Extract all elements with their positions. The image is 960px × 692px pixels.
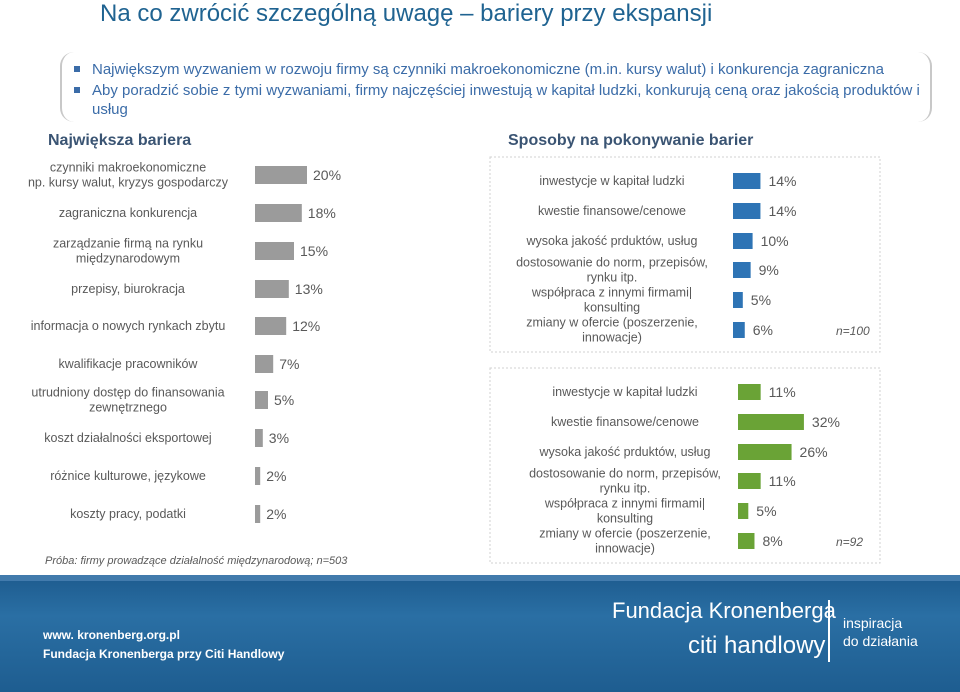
right-chart1-frame xyxy=(489,156,881,353)
value-label: 14% xyxy=(768,173,796,189)
value-label: 32% xyxy=(812,414,840,430)
category-label: przepisy, biurokracja xyxy=(71,282,185,296)
value-label: 15% xyxy=(300,243,328,259)
bar xyxy=(738,414,804,430)
bar xyxy=(738,384,761,400)
bullet-item: Największym wyzwaniem w rozwoju firmy są… xyxy=(74,60,884,79)
page-title: Na co zwrócić szczególną uwagę – bariery… xyxy=(100,0,713,27)
value-label: 5% xyxy=(274,392,294,408)
bullet-square-icon xyxy=(74,87,80,93)
category-label: zagraniczna konkurencja xyxy=(59,206,197,220)
category-label: wysoka jakość prduktów, usług xyxy=(526,234,698,248)
right-bar-chart-top: inwestycje w kapitał ludzki 14% kwestie fi… xyxy=(516,173,870,345)
category-label: koszt działalności eksportowej xyxy=(44,431,211,445)
bar xyxy=(733,322,745,338)
summary-box: Największym wyzwaniem w rozwoju firmy są… xyxy=(60,52,932,122)
slogan-line1: inspiracja xyxy=(843,615,903,631)
footer-website-link[interactable]: www. kronenberg.org.pl xyxy=(43,628,180,642)
footer-slogan: inspiracja do działania xyxy=(843,614,918,650)
category-label: współpraca z innymi firmami| konsulting xyxy=(531,286,692,315)
category-label: inwestycje w kapitał ludzki xyxy=(552,385,697,399)
footer-org-name: Fundacja Kronenberga xyxy=(612,598,836,623)
category-label: kwestie finansowe/cenowe xyxy=(551,415,699,429)
bullet-square-icon xyxy=(74,66,80,72)
bar xyxy=(255,280,289,298)
right-section-title: Sposoby na pokonywanie barier xyxy=(508,132,754,149)
category-label: wysoka jakość prduktów, usług xyxy=(539,445,711,459)
category-label: kwestie finansowe/cenowe xyxy=(538,204,686,218)
footer-stripe xyxy=(0,575,960,581)
slogan-line2: do działania xyxy=(843,633,918,649)
bullet-item: Aby poradzić sobie z tymi wyzwaniami, fi… xyxy=(74,81,924,119)
value-label: 10% xyxy=(761,233,789,249)
category-label: dostosowanie do norm, przepisów, rynku it… xyxy=(516,256,708,285)
bar xyxy=(255,467,261,485)
footer-banner xyxy=(0,575,960,692)
category-label: różnice kulturowe, językowe xyxy=(50,469,206,483)
value-label: 9% xyxy=(759,262,779,278)
value-label: 11% xyxy=(769,384,796,400)
category-label: zmiany w ofercie (poszerzenie, innowacje) xyxy=(526,316,698,345)
value-label: 8% xyxy=(762,533,782,549)
value-label: 12% xyxy=(292,318,320,334)
category-label: utrudniony dostęp do finansowania zewnętr… xyxy=(31,386,224,415)
category-label: zmiany w ofercie (poszerzenie, innowacje) xyxy=(539,527,711,556)
bar xyxy=(255,355,274,373)
category-label: współpraca z innymi firmami| konsulting xyxy=(544,497,705,526)
left-bar-chart: czynniki makroekonomiczne np. kursy walut… xyxy=(28,161,341,523)
bar xyxy=(255,166,307,184)
bullet-text: Największym wyzwaniem w rozwoju firmy są… xyxy=(92,61,884,78)
value-label: 11% xyxy=(769,473,796,489)
citi-logo: citi handlowy xyxy=(688,632,826,659)
value-label: 3% xyxy=(269,430,289,446)
bullet-text: Aby poradzić sobie z tymi wyzwaniami, fi… xyxy=(92,82,920,118)
value-label: 6% xyxy=(753,322,773,338)
value-label: 26% xyxy=(800,444,828,460)
bar xyxy=(255,204,302,222)
charts-canvas: czynniki makroekonomiczne np. kursy walut… xyxy=(28,156,881,564)
value-label: 18% xyxy=(308,205,336,221)
bar xyxy=(733,262,751,278)
bar xyxy=(733,173,761,189)
bar xyxy=(733,203,761,219)
right-chart2-frame xyxy=(489,367,881,564)
bar xyxy=(255,242,294,260)
sample-note: Próba: firmy prowadzące działalność międ… xyxy=(45,555,348,567)
value-label: 13% xyxy=(295,281,323,297)
category-label: czynniki makroekonomiczne np. kursy walut… xyxy=(28,161,229,190)
bar xyxy=(255,317,287,335)
value-label: 5% xyxy=(756,503,776,519)
value-label: 2% xyxy=(266,506,286,522)
sample-size-label: n=100 xyxy=(836,324,870,338)
bar xyxy=(733,292,743,308)
bar xyxy=(255,505,261,523)
bar xyxy=(738,503,749,519)
category-label: kwalifikacje pracowników xyxy=(59,357,199,371)
bar xyxy=(738,533,755,549)
value-label: 5% xyxy=(751,292,771,308)
bar xyxy=(255,391,268,409)
value-label: 20% xyxy=(313,167,341,183)
footer-divider xyxy=(828,600,830,662)
category-label: dostosowanie do norm, przepisów, rynku it… xyxy=(529,467,721,496)
category-label: informacja o nowych rynkach zbytu xyxy=(31,319,226,333)
value-label: 2% xyxy=(266,468,286,484)
category-label: inwestycje w kapitał ludzki xyxy=(539,174,684,188)
bar xyxy=(738,473,761,489)
right-bar-chart-bottom: inwestycje w kapitał ludzki 11% kwestie fi… xyxy=(529,384,863,556)
left-section-title: Największa bariera xyxy=(48,132,192,149)
category-label: koszty pracy, podatki xyxy=(70,507,186,521)
sample-size-label: n=92 xyxy=(836,535,863,549)
bar xyxy=(738,444,792,460)
category-label: zarządzanie firmą na rynku międzynarodowy… xyxy=(53,237,203,266)
value-label: 7% xyxy=(279,356,299,372)
bar xyxy=(255,429,263,447)
bar xyxy=(733,233,753,249)
value-label: 14% xyxy=(768,203,796,219)
footer-org-full: Fundacja Kronenberga przy Citi Handlowy xyxy=(43,647,285,661)
